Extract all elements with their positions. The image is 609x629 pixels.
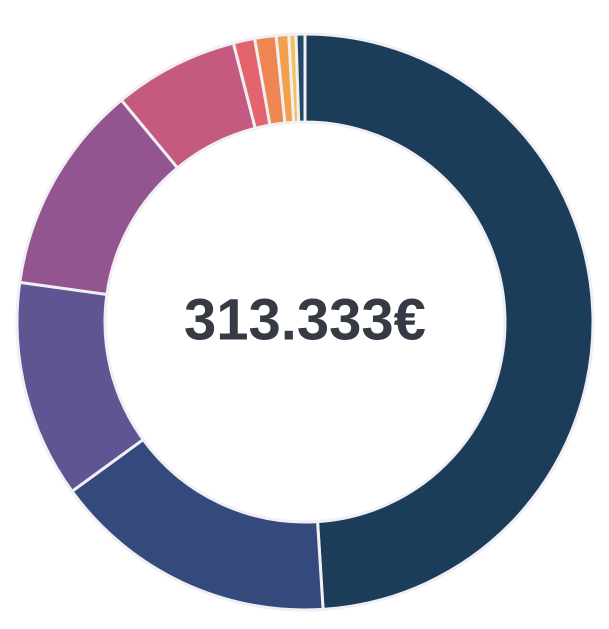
donut-segment bbox=[303, 32, 595, 612]
donut-segment bbox=[294, 32, 307, 124]
center-label: 313.333€ bbox=[184, 287, 426, 352]
